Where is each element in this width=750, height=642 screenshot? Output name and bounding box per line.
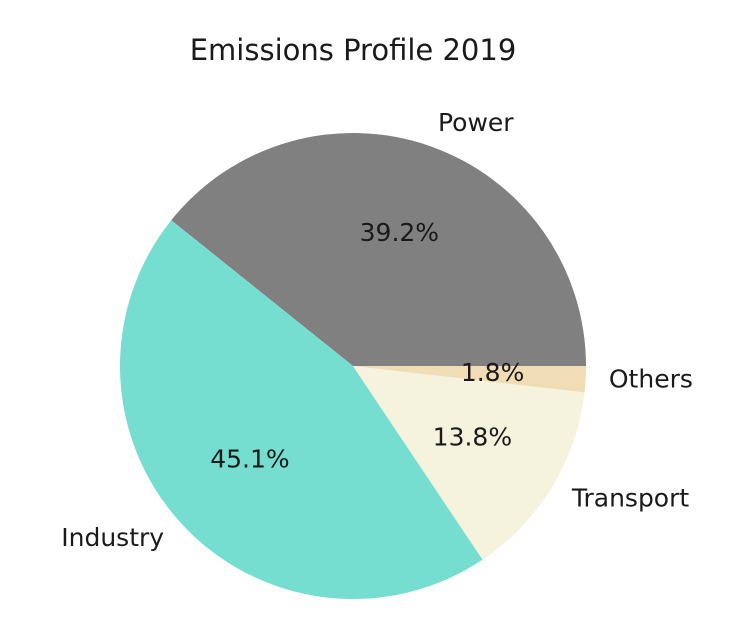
pie-slice-others bbox=[353, 366, 586, 393]
pie-slices bbox=[120, 132, 587, 599]
slice-pct-transport: 13.8% bbox=[433, 423, 512, 452]
slice-label-power: Power bbox=[438, 108, 514, 137]
slice-label-transport: Transport bbox=[571, 483, 690, 512]
slice-pct-industry: 45.1% bbox=[210, 444, 289, 473]
slice-pct-power: 39.2% bbox=[360, 218, 439, 247]
pie-slice-industry bbox=[120, 220, 483, 599]
slice-label-others: Others bbox=[609, 365, 693, 394]
pie-slice-power bbox=[171, 132, 587, 366]
chart-title: Emissions Profile 2019 bbox=[190, 33, 517, 67]
pie-slice-transport bbox=[353, 366, 585, 560]
slice-label-industry: Industry bbox=[61, 523, 164, 552]
slice-pct-others: 1.8% bbox=[461, 358, 525, 387]
pie-labels: Power 39.2% Industry 45.1% Transport 13.8% Oth… bbox=[61, 108, 693, 552]
